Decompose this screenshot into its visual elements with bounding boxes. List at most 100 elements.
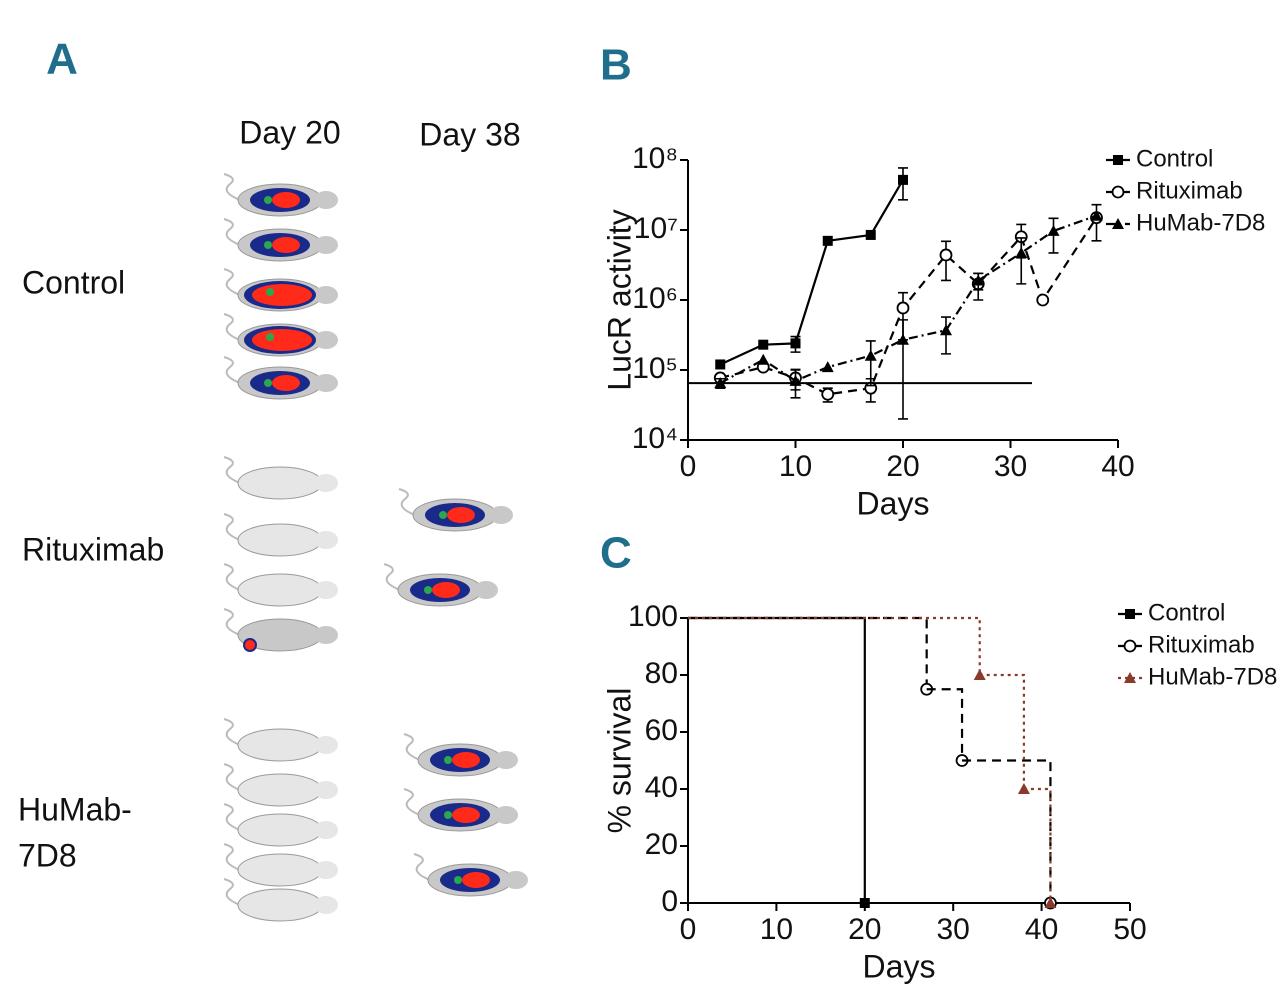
row-label: Control [22, 264, 125, 300]
y-axis-label: % survival [601, 688, 637, 834]
y-tick-label: 10⁶ [632, 282, 678, 315]
mouse [223, 356, 338, 400]
mouse [403, 788, 518, 832]
legend-label: Control [1148, 599, 1225, 626]
marker [1044, 897, 1057, 908]
error-bar [1016, 237, 1027, 285]
signal [272, 375, 300, 391]
x-tick-label: 40 [1025, 913, 1058, 946]
mouse [223, 173, 338, 217]
mouse-images [223, 173, 528, 922]
legend-label: Control [1136, 145, 1213, 172]
signal [264, 379, 272, 387]
mouse-tail [223, 563, 241, 591]
y-tick-label: 0 [661, 885, 678, 918]
marker [1124, 672, 1136, 683]
mouse-tail [398, 488, 416, 516]
signal [243, 638, 257, 652]
mouse-head [314, 331, 338, 349]
marker [1036, 293, 1050, 307]
step-segment [688, 616, 928, 690]
y-tick-label: 40 [645, 771, 678, 804]
x-tick-label: 0 [680, 450, 697, 483]
marker [865, 229, 876, 240]
mouse [403, 733, 518, 777]
step-segment [979, 673, 1026, 789]
marker [757, 353, 770, 365]
mouse-tail [223, 763, 241, 791]
x-tick-label: 30 [994, 450, 1027, 483]
mouse-tail [223, 313, 241, 341]
mouse-head [474, 581, 498, 599]
signal [264, 241, 272, 249]
mouse-head [314, 781, 338, 799]
signal [462, 872, 490, 888]
marker [1125, 609, 1135, 619]
x-tick-label: 20 [848, 913, 881, 946]
y-tick-label: 60 [645, 714, 678, 747]
mouse-head [314, 896, 338, 914]
marker [972, 274, 985, 286]
marker [940, 324, 952, 336]
y-tick-label: 80 [645, 657, 678, 690]
mouse-tail [223, 608, 241, 636]
mouse-tail [223, 356, 241, 384]
marker [896, 301, 910, 315]
step-segment [962, 759, 1052, 903]
x-tick-label: 10 [760, 913, 793, 946]
legend-label: HuMab-7D8 [1136, 209, 1265, 236]
mouse-tail [223, 268, 241, 296]
panel-label: B [600, 41, 632, 90]
signal [452, 752, 480, 768]
signal [439, 511, 447, 519]
mouse-body [237, 813, 323, 847]
signal [452, 807, 480, 823]
mouse-tail [403, 733, 421, 761]
marker [715, 359, 726, 370]
step-segment [688, 616, 981, 675]
signal [444, 811, 452, 819]
row-label: 7D8 [18, 837, 77, 873]
mouse-tail [223, 513, 241, 541]
panel-label: C [600, 529, 632, 578]
marker [821, 387, 835, 401]
mouse-head [314, 626, 338, 644]
mouse-head [504, 871, 528, 889]
mouse [223, 268, 338, 312]
mouse [223, 878, 338, 922]
marker [1015, 246, 1028, 258]
mouse [223, 563, 338, 607]
mouse-tail [223, 843, 241, 871]
marker [859, 898, 870, 908]
mouse-body [237, 853, 323, 887]
marker [1047, 224, 1060, 236]
row-label: HuMab- [18, 791, 132, 827]
x-axis-label: Days [863, 948, 936, 984]
mouse-head [494, 751, 518, 769]
marker [939, 248, 953, 262]
step-segment [926, 688, 964, 761]
signal [252, 329, 312, 351]
signal [447, 507, 475, 523]
mouse [223, 456, 338, 500]
mouse-head [314, 861, 338, 879]
marker [1111, 185, 1125, 199]
mouse-head [314, 581, 338, 599]
mouse-tail [223, 878, 241, 906]
mouse-head [494, 806, 518, 824]
y-tick-label: 10⁵ [632, 352, 678, 385]
mouse-tail [383, 563, 401, 591]
row-label: Rituximab [22, 531, 164, 567]
marker [790, 338, 801, 349]
mouse-tail [223, 456, 241, 484]
mouse-body [237, 773, 323, 807]
marker [898, 174, 908, 185]
legend-label: Rituximab [1148, 631, 1255, 658]
mouse-body [237, 466, 323, 500]
mouse [383, 563, 498, 607]
marker [714, 377, 727, 389]
mouse [223, 513, 338, 557]
x-tick-label: 10 [779, 450, 812, 483]
column-label: Day 20 [239, 114, 340, 150]
